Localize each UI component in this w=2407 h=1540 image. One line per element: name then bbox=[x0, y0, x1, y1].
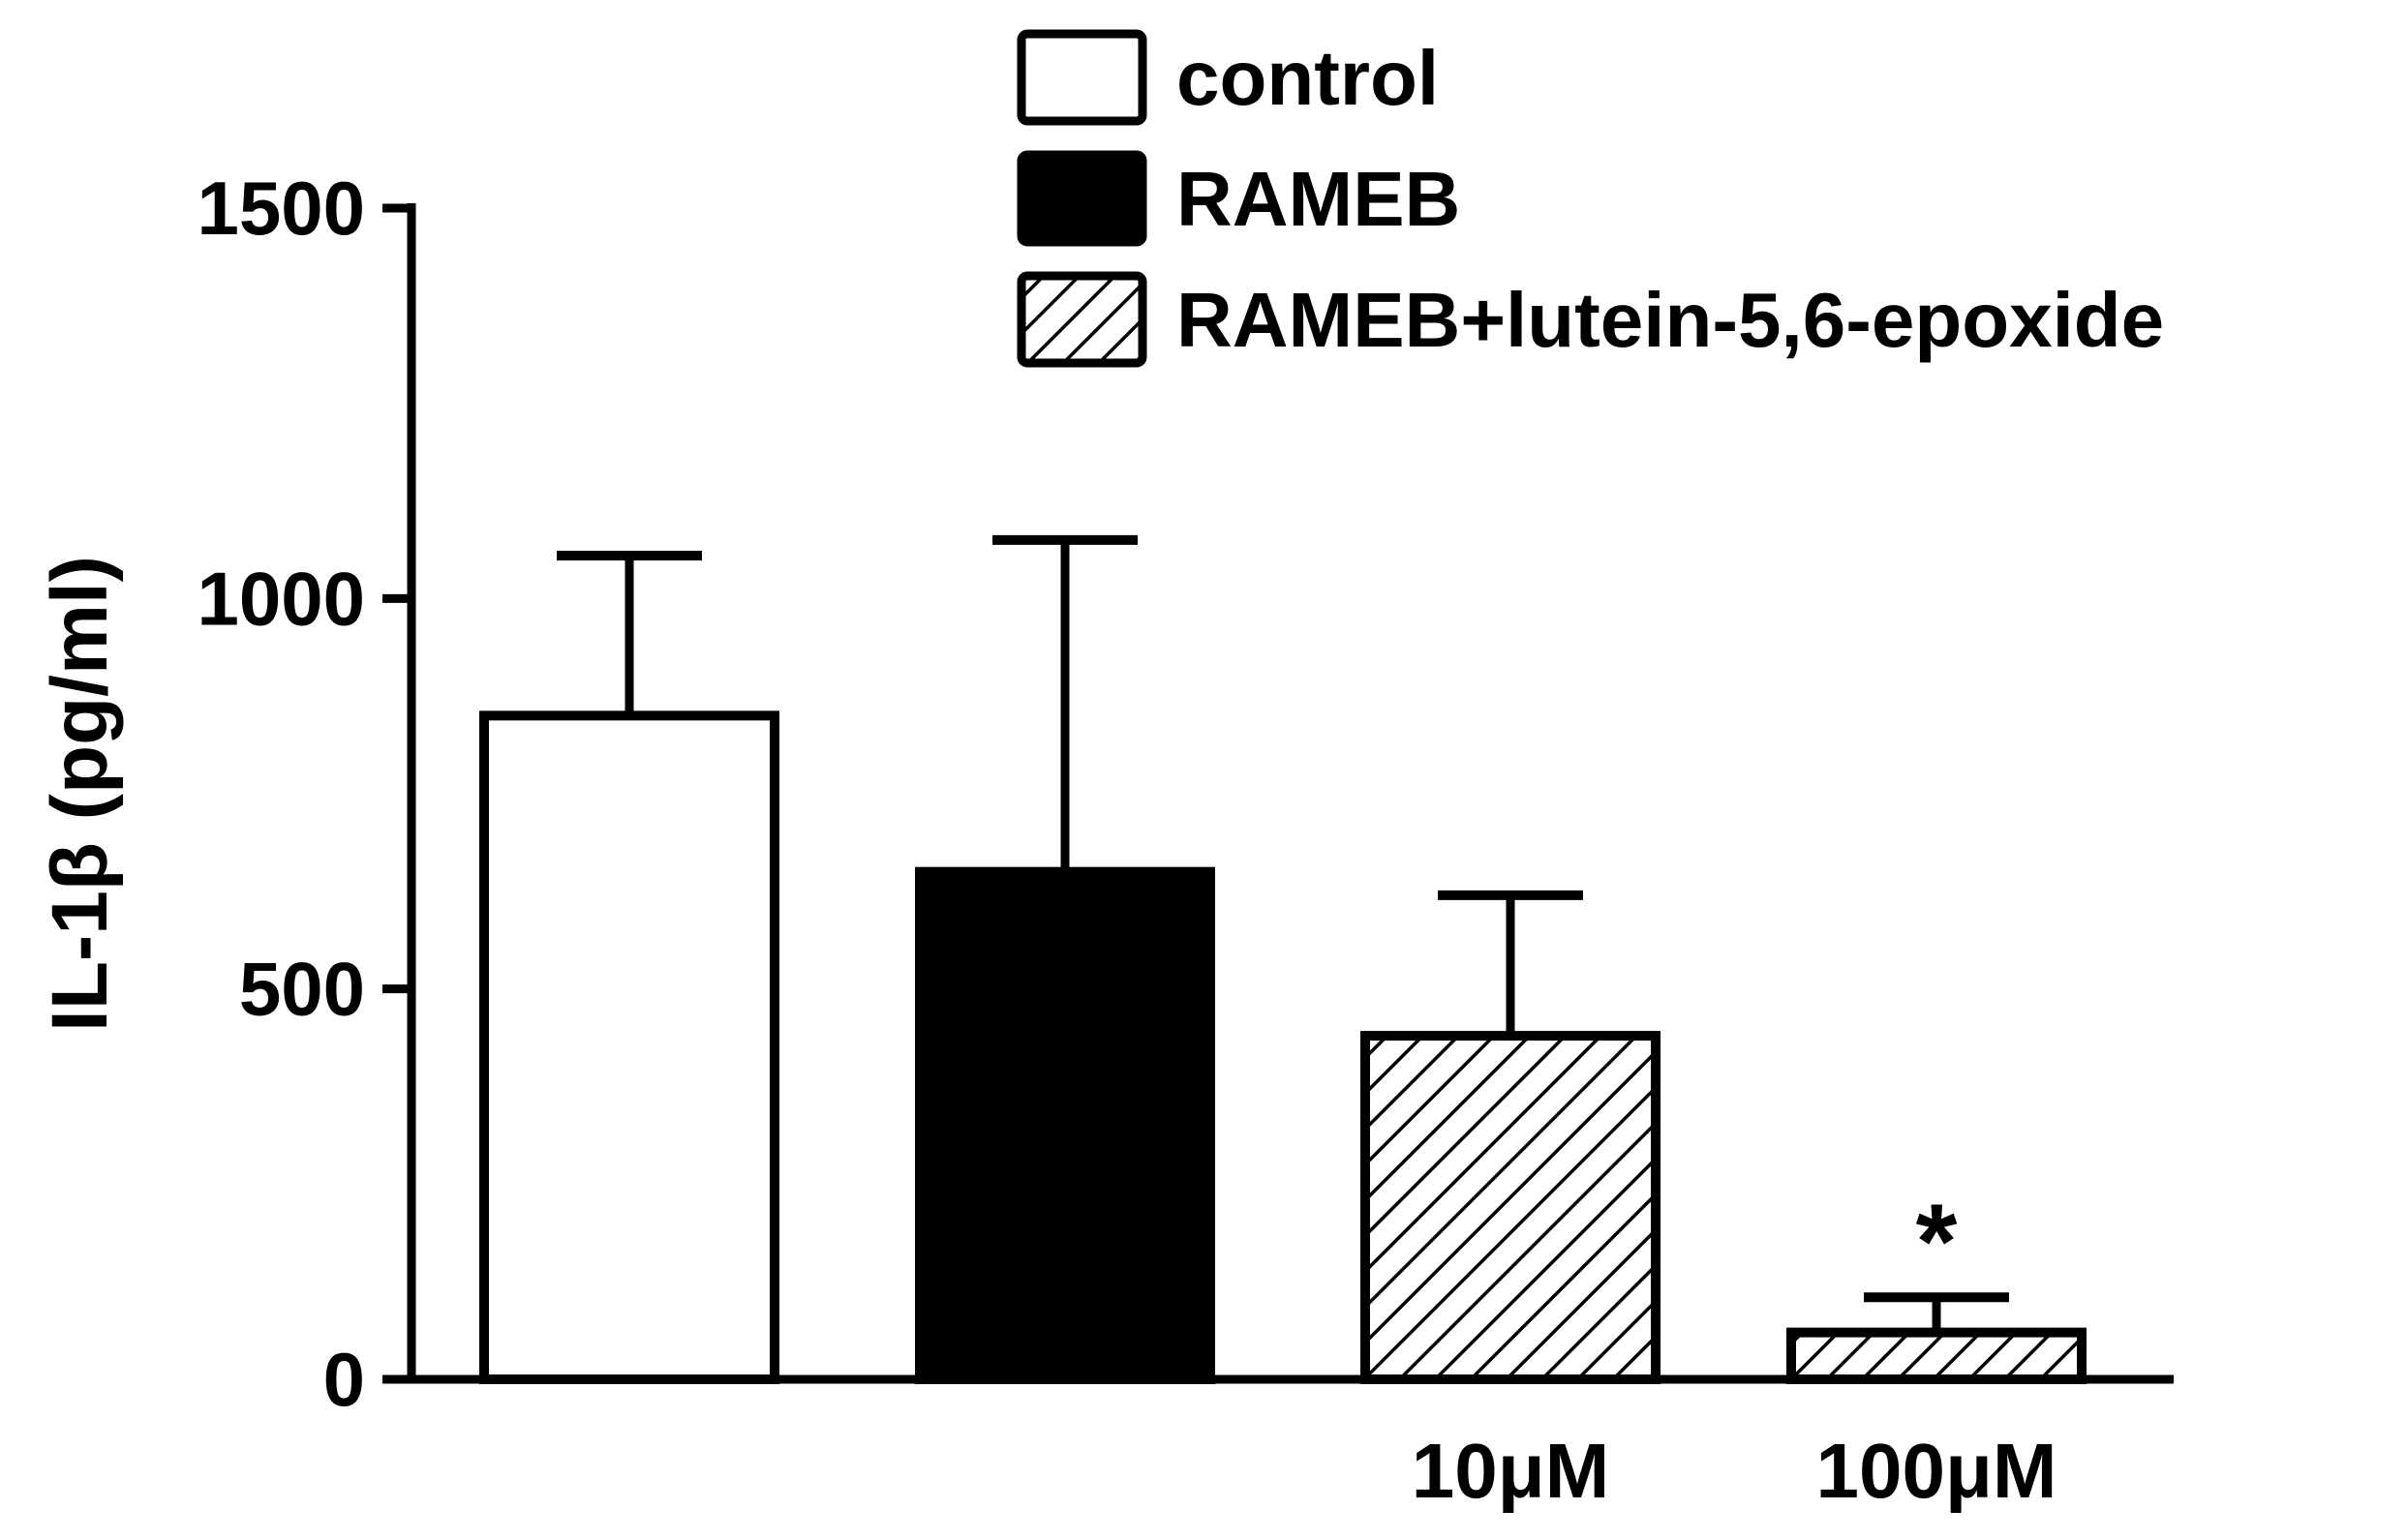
bar bbox=[479, 710, 779, 1384]
y-tick-label: 500 bbox=[239, 947, 365, 1032]
legend-label: RAMEB bbox=[1176, 156, 1460, 242]
bar bbox=[915, 866, 1215, 1384]
y-axis-label: IL-1β (pg/ml) bbox=[36, 556, 124, 1032]
legend-swatch bbox=[1017, 271, 1147, 368]
legend-label: RAMEB+lutein-5,6-epoxide bbox=[1176, 277, 2164, 363]
y-tick-label: 1500 bbox=[197, 166, 365, 251]
legend-swatch bbox=[1017, 150, 1147, 247]
legend-label: control bbox=[1176, 35, 1439, 121]
x-category-label: 10μM bbox=[1412, 1428, 1610, 1514]
significance-marker: * bbox=[1916, 1182, 1958, 1301]
bar bbox=[1360, 1031, 1661, 1384]
x-category-label: 100μM bbox=[1815, 1428, 2057, 1514]
bars-group: 10μM * 100μM bbox=[479, 534, 2087, 1514]
bar bbox=[1786, 1327, 2087, 1384]
y-tick-label: 0 bbox=[323, 1337, 365, 1422]
legend-swatch bbox=[1017, 29, 1147, 126]
y-tick-label: 1000 bbox=[197, 556, 365, 641]
legend: control RAMEB RAMEB+lutein-5,6-epoxide bbox=[1017, 29, 2164, 368]
